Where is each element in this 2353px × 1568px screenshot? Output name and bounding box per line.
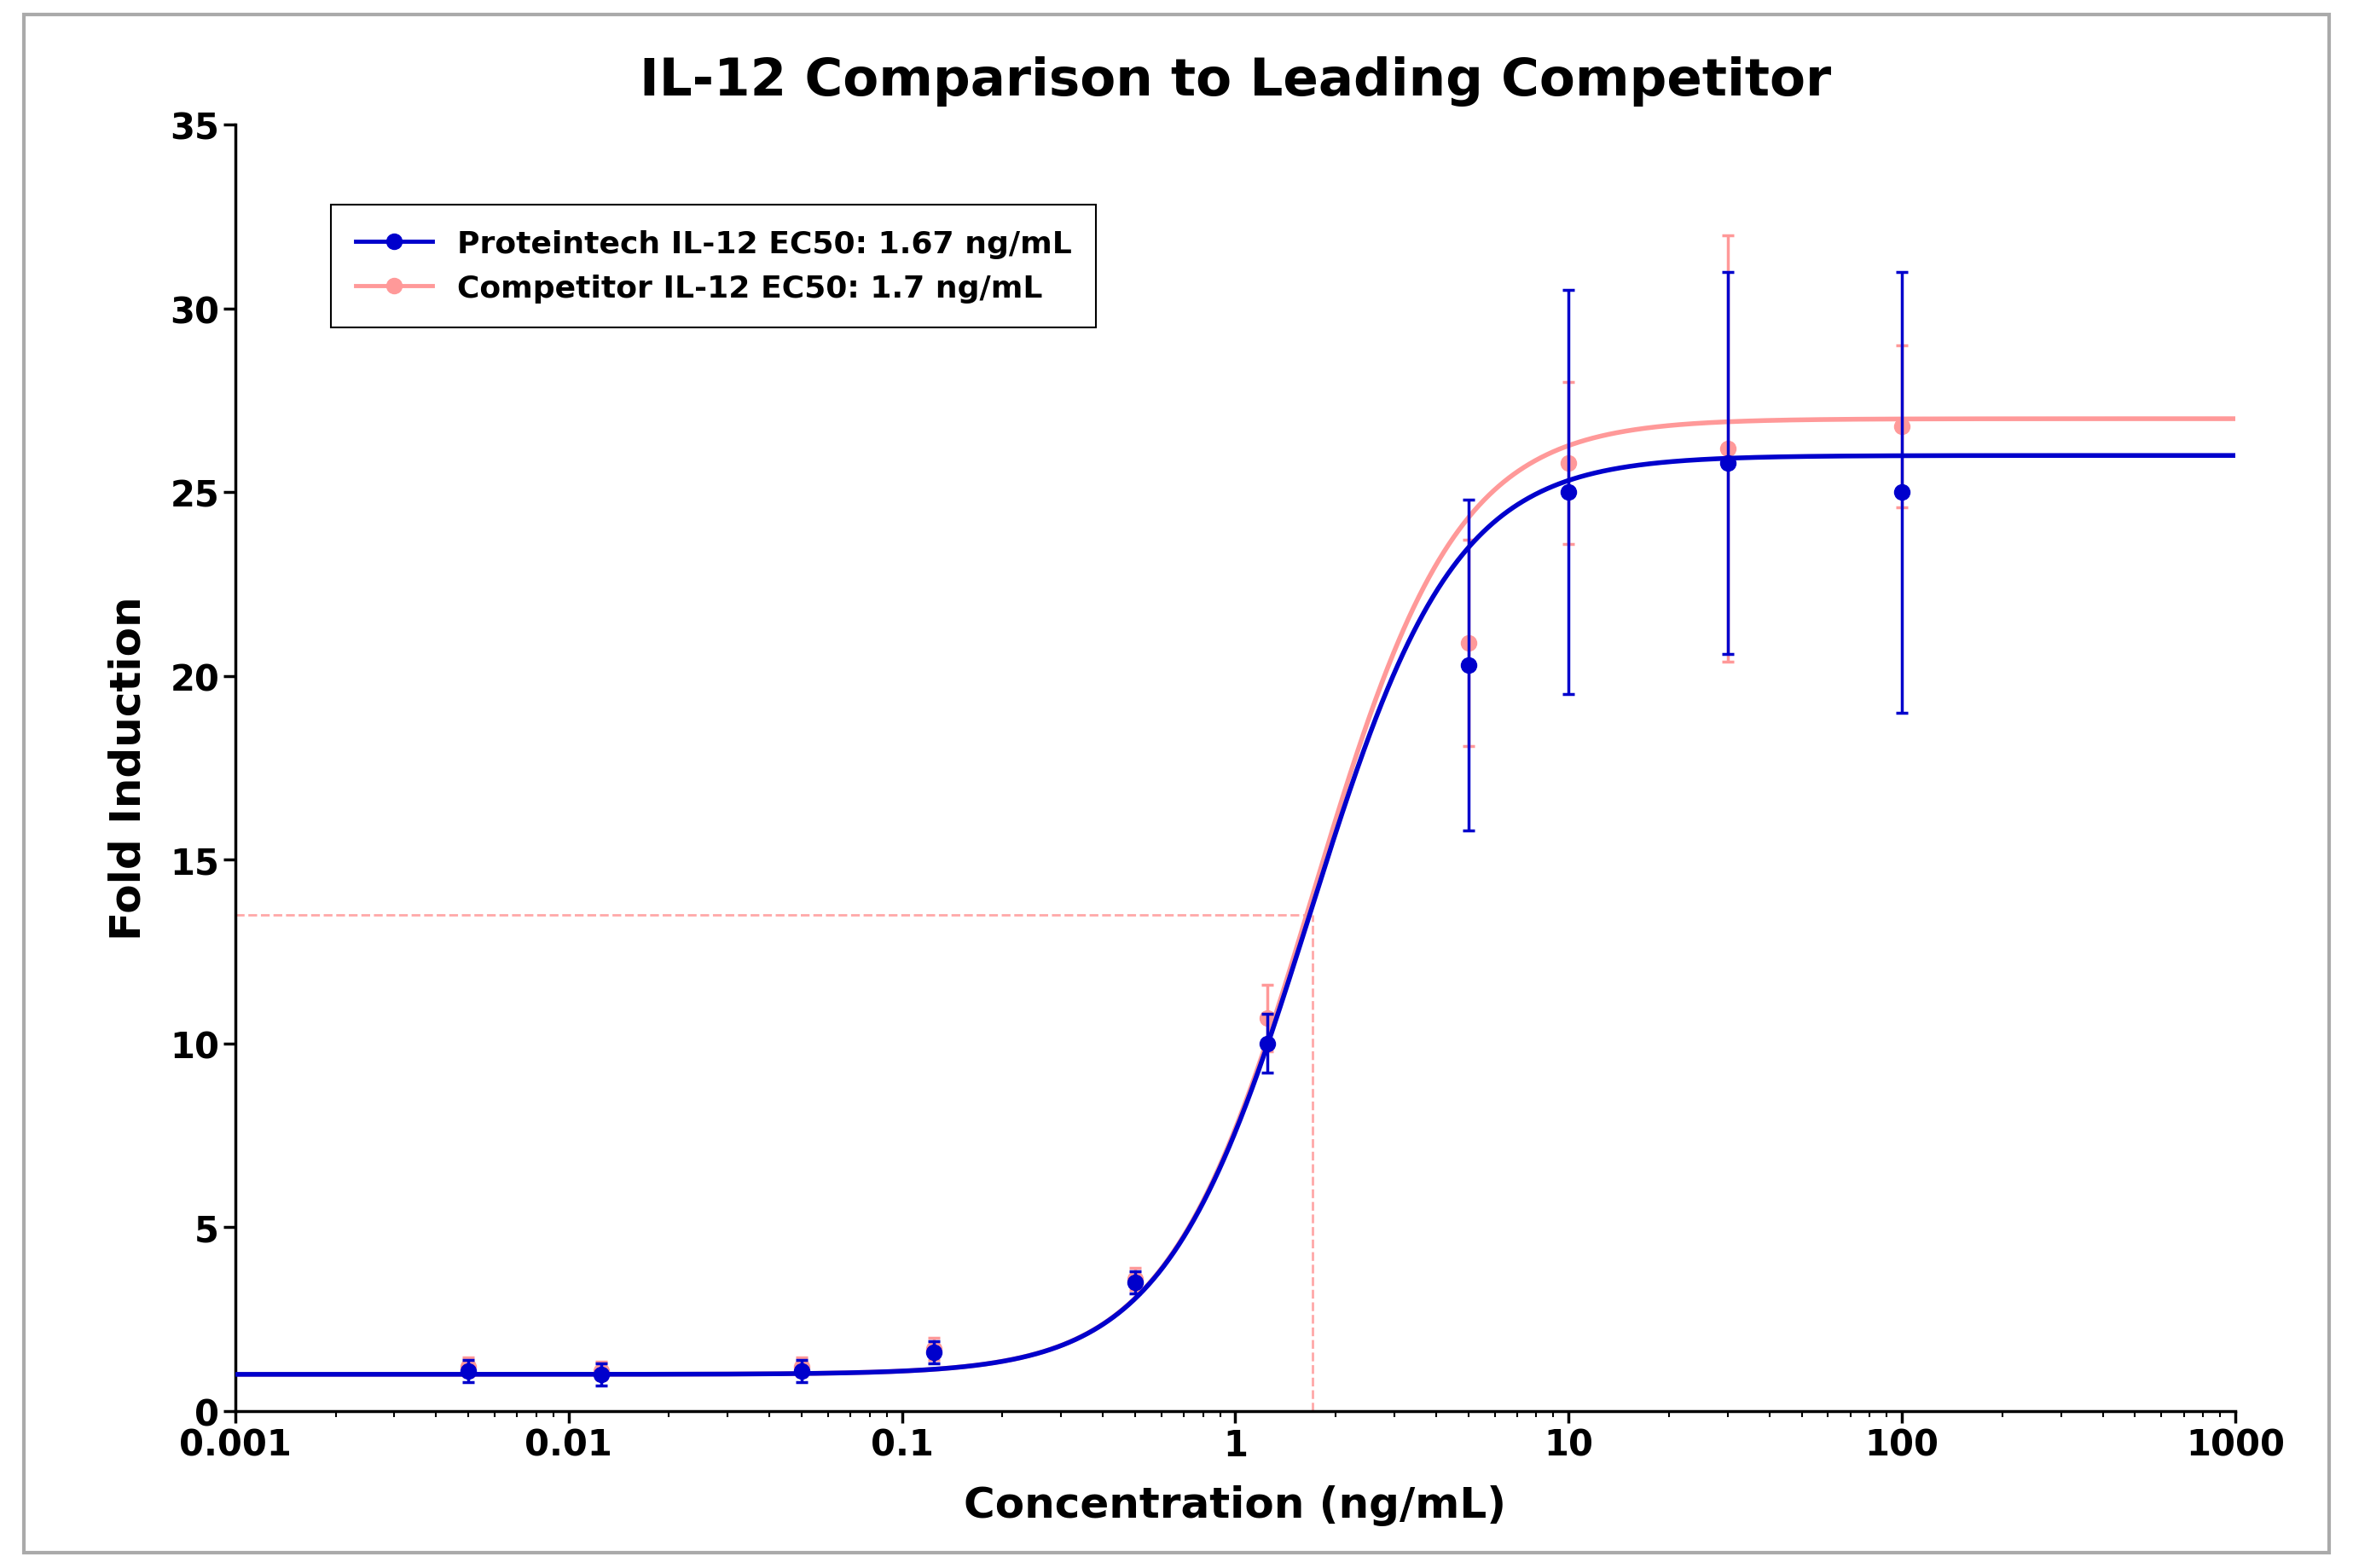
Title: IL-12 Comparison to Leading Competitor: IL-12 Comparison to Leading Competitor — [640, 56, 1831, 107]
Y-axis label: Fold Induction: Fold Induction — [108, 596, 148, 941]
X-axis label: Concentration (ng/mL): Concentration (ng/mL) — [965, 1485, 1506, 1526]
Legend: Proteintech IL-12 EC50: 1.67 ng/mL, Competitor IL-12 EC50: 1.7 ng/mL: Proteintech IL-12 EC50: 1.67 ng/mL, Comp… — [332, 205, 1096, 328]
